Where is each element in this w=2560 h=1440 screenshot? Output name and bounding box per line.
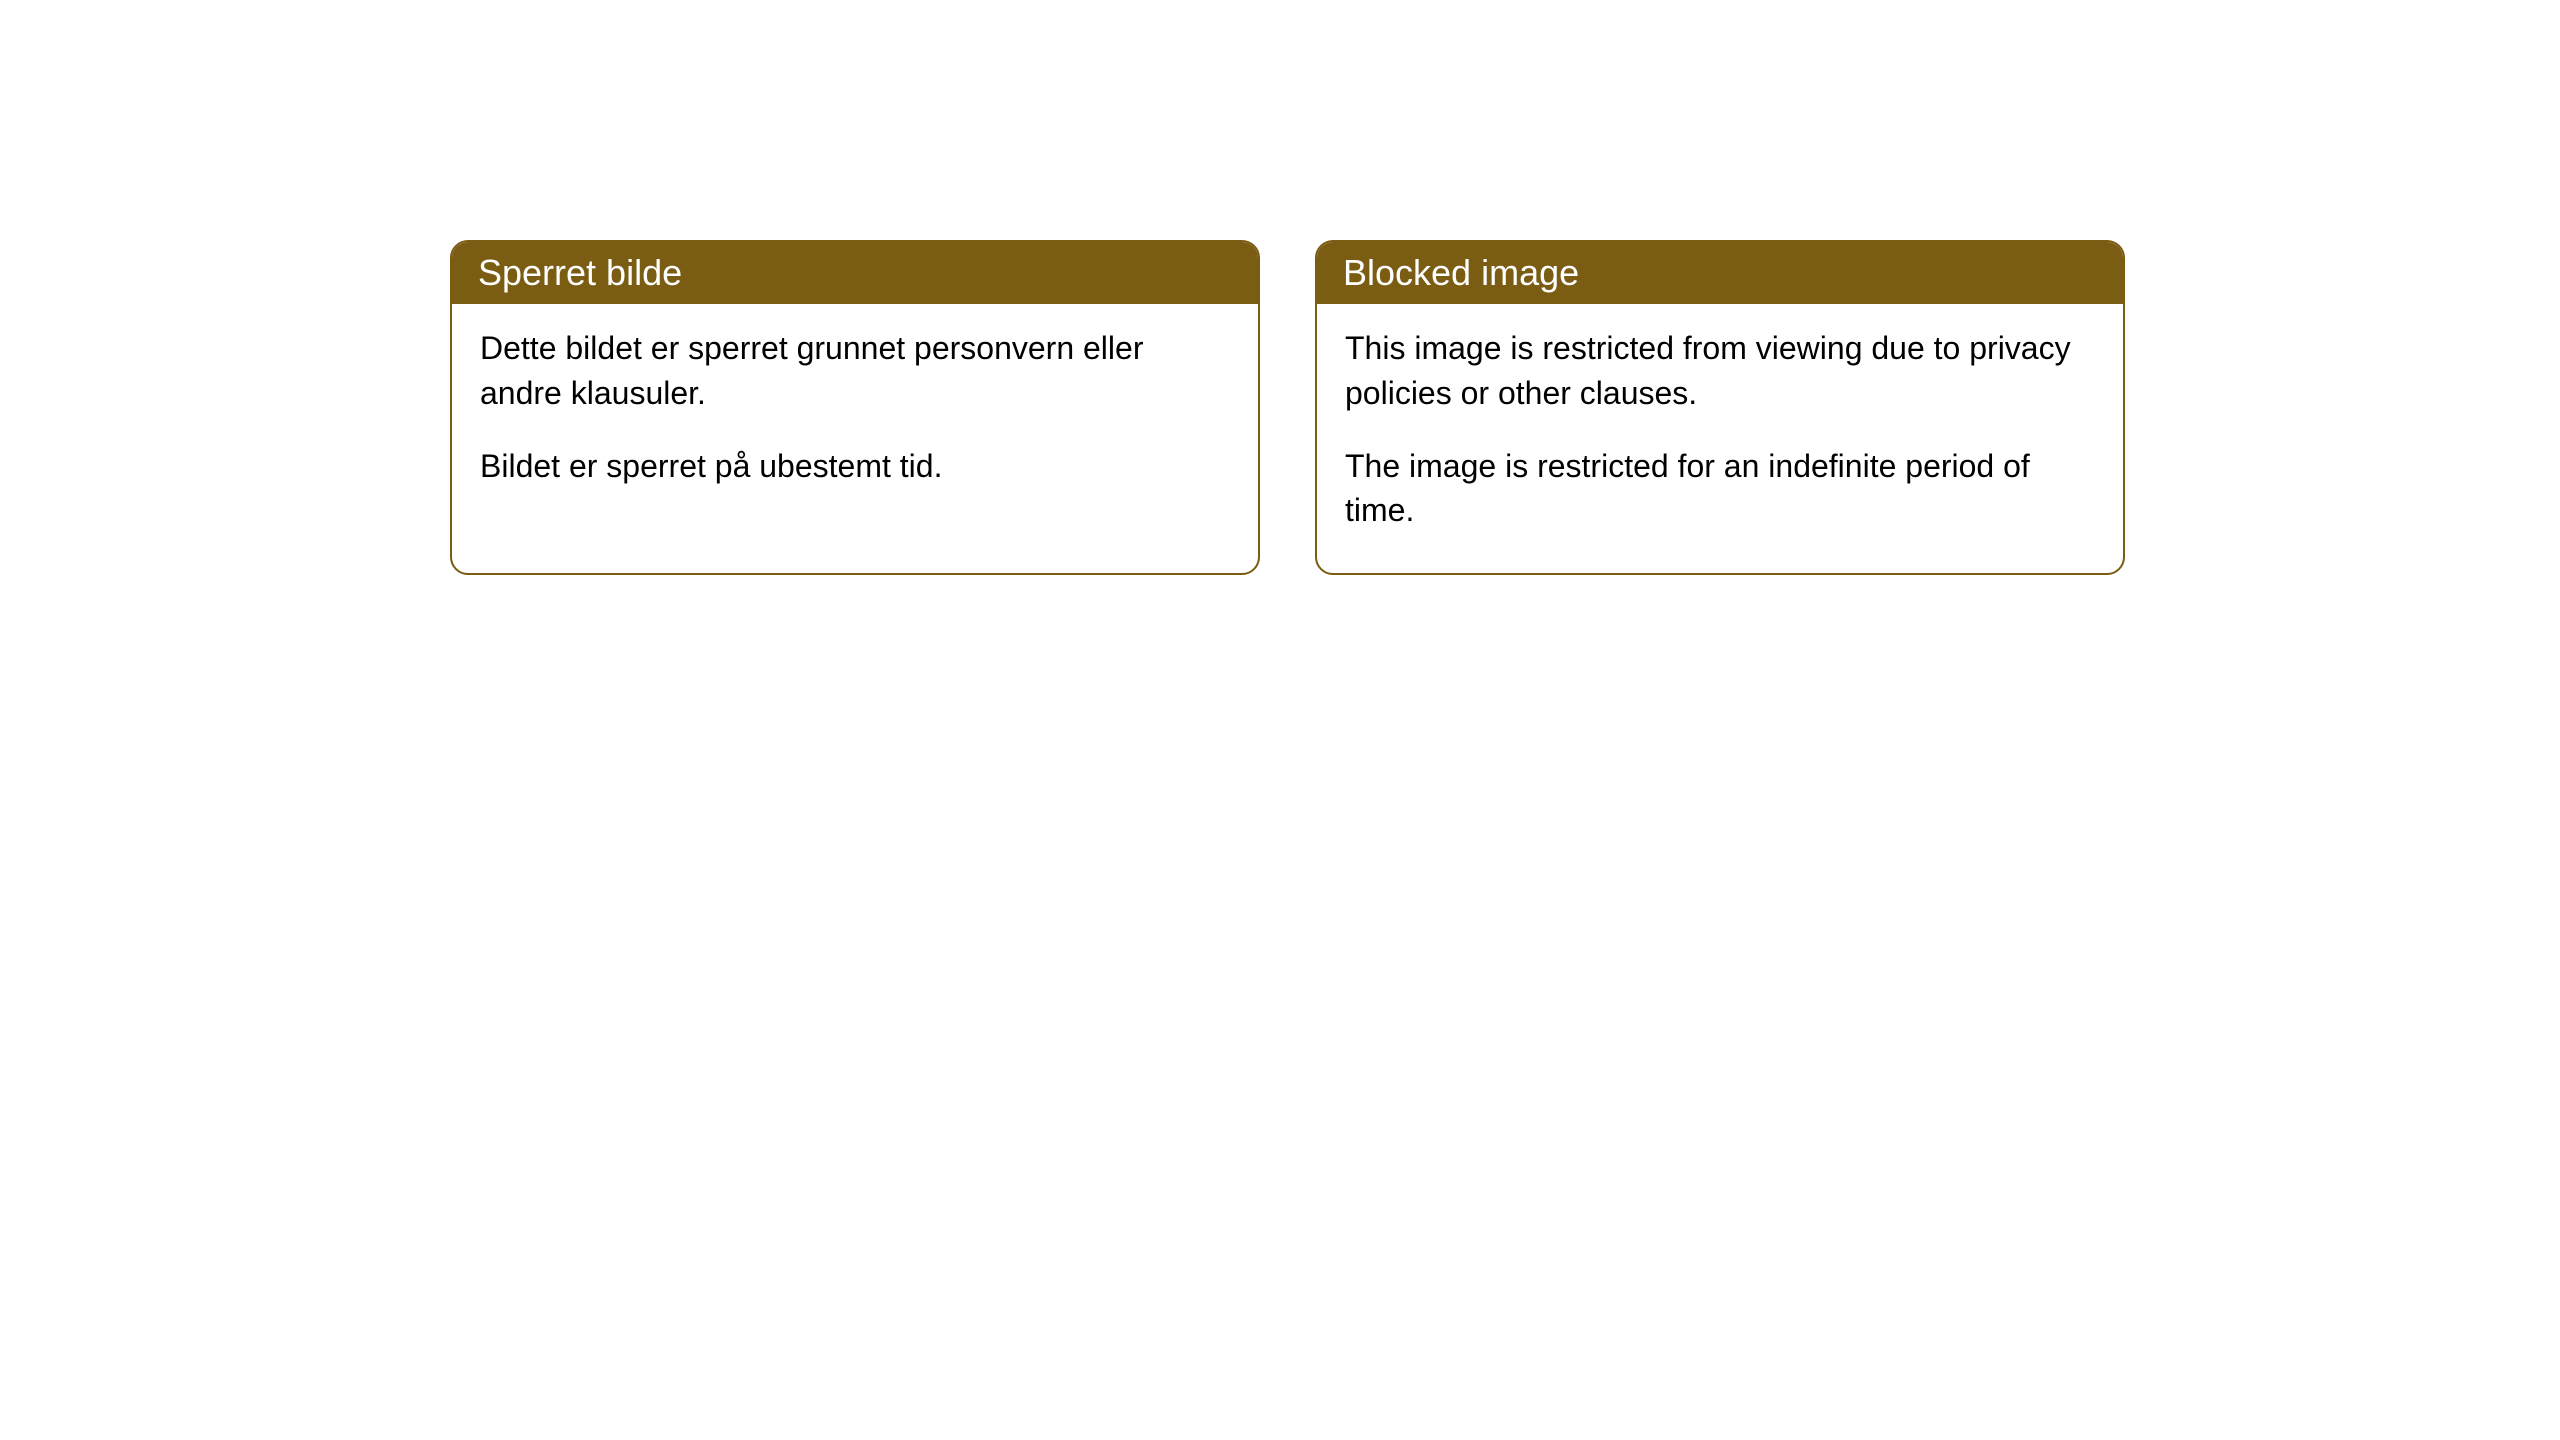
notice-cards-container: Sperret bilde Dette bildet er sperret gr… (450, 240, 2125, 575)
card-paragraph: This image is restricted from viewing du… (1345, 326, 2095, 416)
card-title: Blocked image (1343, 252, 1579, 293)
notice-card-norwegian: Sperret bilde Dette bildet er sperret gr… (450, 240, 1260, 575)
card-paragraph: Bildet er sperret på ubestemt tid. (480, 444, 1230, 489)
card-body: Dette bildet er sperret grunnet personve… (452, 304, 1258, 528)
notice-card-english: Blocked image This image is restricted f… (1315, 240, 2125, 575)
card-paragraph: Dette bildet er sperret grunnet personve… (480, 326, 1230, 416)
card-header: Sperret bilde (452, 242, 1258, 304)
card-paragraph: The image is restricted for an indefinit… (1345, 444, 2095, 534)
card-body: This image is restricted from viewing du… (1317, 304, 2123, 573)
card-title: Sperret bilde (478, 252, 682, 293)
card-header: Blocked image (1317, 242, 2123, 304)
